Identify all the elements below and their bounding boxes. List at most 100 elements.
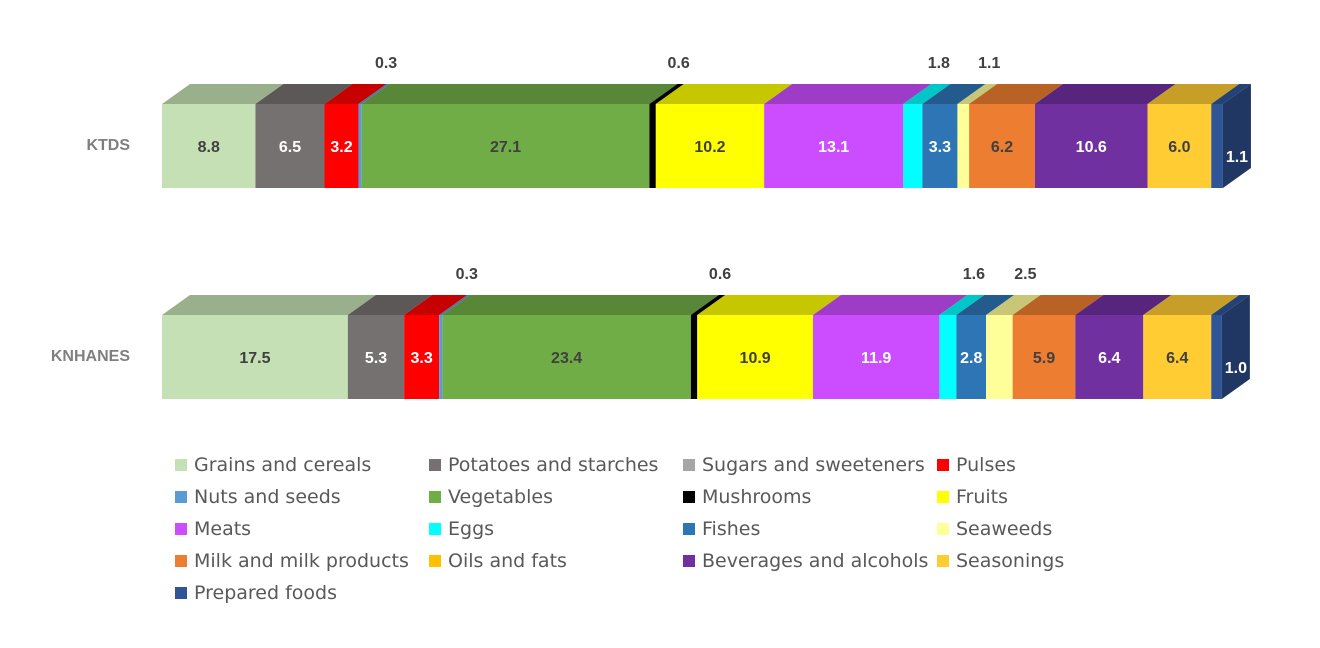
legend-item: Meats [175,516,429,542]
legend-swatch [683,555,695,567]
bar-segment [442,315,691,399]
data-label: 1.1 [1226,149,1248,166]
bar-segment-top [690,295,726,315]
bar-segment [649,104,656,188]
bar-segment-top [255,84,353,104]
legend-item: Milk and milk products [175,548,429,574]
data-label: 2.5 [1014,266,1036,283]
bar-segment-top [162,295,376,315]
legend-swatch [937,491,949,503]
legend-item: Grains and cereals [175,452,429,478]
legend-label: Potatoes and starches [448,454,659,476]
data-label: 8.8 [198,139,220,156]
bar-segment-top [697,295,842,315]
legend-item: Nuts and seeds [175,484,429,510]
bar-segment [956,315,987,399]
data-label: 3.3 [929,139,951,156]
data-label: 5.3 [365,350,387,367]
bar-side [1221,295,1250,399]
bar-segment [969,104,1035,188]
bar-segment-top [956,295,1015,315]
legend-label: Seaweeds [956,518,1053,540]
legend-item: Mushrooms [683,484,937,510]
legend-label: Fishes [702,518,761,540]
legend-item: Seaweeds [937,516,1137,542]
legend-swatch [175,459,187,471]
bar-segment-top [813,295,968,315]
bar-segment-top [655,84,793,104]
legend-item: Potatoes and starches [429,452,683,478]
bar-segment [697,315,814,399]
bar-segment [347,315,405,399]
bar-segment [162,315,348,399]
data-label: 0.3 [456,266,478,283]
bar-segment-top [969,84,1063,104]
legend-label: Mushrooms [702,486,812,508]
bar-segment-top [957,84,998,104]
category-label: KTDS [86,137,130,154]
legend-label: Prepared foods [194,582,337,604]
data-label: 6.5 [279,139,301,156]
data-label: 17.5 [239,350,270,367]
legend-label: Vegetables [448,486,553,508]
bar-segment-top [903,84,951,104]
legend-swatch [937,555,949,567]
legend-label: Grains and cereals [194,454,372,476]
data-label: 3.3 [411,350,433,367]
bar-segment-top [649,84,684,104]
bar-segment [655,104,765,188]
bar-segment-top [922,84,986,104]
data-label: 27.1 [490,139,521,156]
legend-item: Seasonings [937,548,1137,574]
data-label: 1.0 [1225,360,1247,377]
data-label: 6.0 [1168,139,1190,156]
legend-swatch [175,523,187,535]
bar-segment-top [162,84,284,104]
bar-segment [957,104,970,188]
bar-segment [1034,104,1148,188]
legend-item: Vegetables [429,484,683,510]
bar-segment [939,315,957,399]
data-label: 6.4 [1098,350,1120,367]
data-label: 0.6 [709,266,731,283]
bar-segment [1143,315,1212,399]
bar-segment-top [358,84,390,104]
legend-swatch [937,459,949,471]
legend-label: Beverages and alcohols [702,550,929,572]
legend-swatch [429,491,441,503]
bar-segment [255,104,325,188]
data-label: 0.6 [668,55,690,72]
data-label: 6.4 [1166,350,1188,367]
bar-segment [404,315,440,399]
bar-segment-top [347,295,433,315]
bar-segment [1147,104,1212,188]
bar-segment-top [1034,84,1176,104]
data-label: 10.9 [740,350,771,367]
legend-item: Oils and fats [429,548,683,574]
legend-swatch [429,555,441,567]
bar-segment-top [361,84,678,104]
legend-label: Oils and fats [448,550,567,572]
data-label: 11.9 [861,350,891,367]
legend-swatch [429,459,441,471]
bar-segment [813,315,940,399]
data-label: 6.2 [991,139,1013,156]
bar-segment-top [1211,84,1251,104]
data-label: 1.8 [928,55,950,72]
data-label: 1.1 [978,55,1000,72]
legend-item: Sugars and sweeteners [683,452,937,478]
legend-swatch [175,491,187,503]
legend-label: Eggs [448,518,495,540]
bar-segment [361,104,650,188]
legend-swatch [683,459,695,471]
bar-segment-top [1012,295,1104,315]
bar-segment-top [1147,84,1240,104]
category-label: KNHANES [51,348,130,365]
bar-segment [162,104,256,188]
data-label: 2.8 [960,350,982,367]
bar-segment [986,315,1013,399]
bar-segment [1075,315,1144,399]
bar-segment-top [764,84,932,104]
bar-segment [922,104,958,188]
data-label: 5.9 [1033,350,1055,367]
